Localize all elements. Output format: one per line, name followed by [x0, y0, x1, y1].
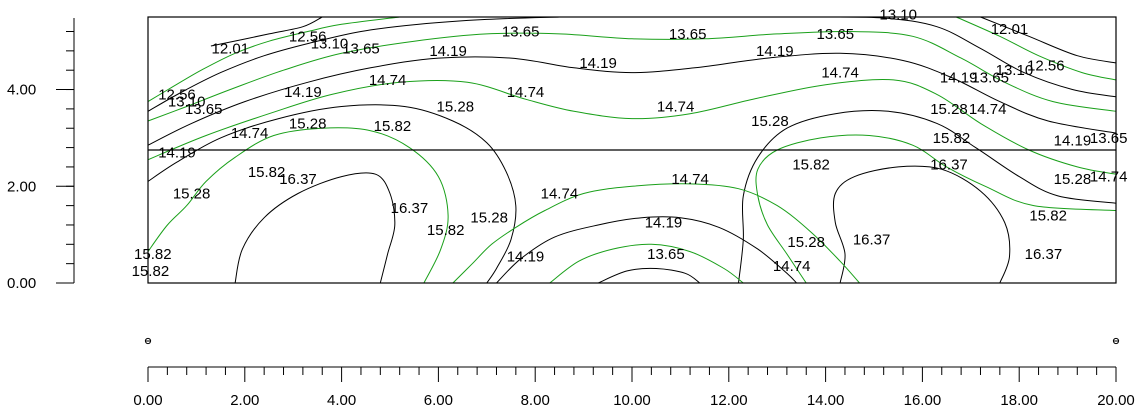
contour-label: 14.19	[507, 248, 545, 265]
contour-line	[496, 216, 797, 284]
contour-lines	[147, 16, 1117, 284]
contour-label: 15.28	[751, 113, 789, 130]
contour-label: 15.82	[134, 246, 172, 263]
x-marker-icon	[144, 337, 152, 345]
contour-label: 15.82	[933, 130, 971, 147]
contour-line	[956, 16, 1117, 81]
contour-label: 14.74	[1090, 169, 1128, 186]
contour-label: 13.65	[1090, 130, 1128, 147]
contour-label: 15.82	[132, 263, 170, 280]
y-tick-label: 2.00	[7, 178, 36, 195]
contour-line	[210, 16, 323, 47]
contour-line	[549, 243, 744, 284]
x-tick-label: 8.00	[521, 392, 550, 409]
contour-line	[815, 16, 1117, 98]
x-tick-label: 20.00	[1097, 392, 1135, 409]
contour-label: 14.74	[507, 84, 545, 101]
contour-label: 16.37	[391, 200, 429, 217]
x-tick-label: 16.00	[904, 392, 942, 409]
contour-label: 13.10	[168, 94, 206, 111]
contour-label: 14.19	[284, 84, 322, 101]
contour-label: 15.28	[930, 101, 968, 118]
x-tick-label: 10.00	[613, 392, 651, 409]
contour-line	[147, 30, 1117, 122]
contour-label: 14.19	[158, 144, 196, 161]
contour-label: 12.56	[158, 86, 196, 103]
contour-label: 16.37	[279, 171, 317, 188]
contour-label: 14.19	[940, 70, 978, 87]
contour-line	[147, 104, 517, 284]
contour-label: 15.82	[248, 164, 286, 181]
x-tick-label: 14.00	[807, 392, 845, 409]
contour-label: 13.65	[817, 26, 855, 43]
contour-label: 14.19	[756, 43, 794, 60]
contour-label: 12.56	[1027, 57, 1065, 74]
contour-label: 14.74	[969, 101, 1007, 118]
contour-label: 15.82	[374, 118, 412, 135]
x-tick-label: 18.00	[1000, 392, 1038, 409]
contour-line	[597, 267, 701, 284]
contour-label: 15.82	[427, 222, 465, 239]
contour-label: 14.74	[541, 186, 579, 203]
contour-label: 14.74	[231, 125, 269, 142]
contour-label: 14.74	[773, 258, 811, 275]
contour-label: 14.19	[429, 43, 467, 60]
contour-label: 15.82	[792, 157, 830, 174]
contour-line	[755, 134, 1117, 284]
contour-label: 15.28	[173, 186, 211, 203]
x-tick-label: 12.00	[710, 392, 748, 409]
contour-line	[147, 127, 449, 284]
contour-label: 15.28	[437, 99, 475, 116]
contour-label: 13.65	[647, 246, 685, 263]
contour-label: 13.10	[311, 36, 349, 53]
contour-label: 13.10	[879, 7, 917, 24]
y-tick-label: 4.00	[7, 82, 36, 99]
contour-line	[147, 16, 400, 103]
contour-label: 13.65	[342, 40, 380, 57]
contour-label: 12.56	[289, 28, 327, 45]
x-tick-label: 6.00	[424, 392, 453, 409]
contour-label: 16.37	[930, 157, 968, 174]
x-axis-markers	[144, 337, 1120, 345]
contour-label: 14.19	[579, 55, 617, 72]
contour-line	[452, 183, 860, 284]
x-tick-label: 4.00	[327, 392, 356, 409]
contour-label: 13.65	[185, 101, 223, 118]
contour-line	[147, 78, 1117, 175]
contour-line	[738, 110, 1117, 284]
y-tick-label: 0.00	[7, 275, 36, 292]
contour-label: 16.37	[1025, 246, 1063, 263]
contour-line	[234, 172, 396, 284]
contour-line	[832, 165, 1011, 284]
contour-label: 14.74	[821, 65, 859, 82]
contour-line	[147, 16, 560, 112]
contour-line	[147, 52, 1117, 146]
contour-label: 14.74	[369, 72, 407, 89]
x-marker-icon	[1112, 337, 1120, 345]
contour-label: 14.74	[671, 171, 709, 188]
contour-label: 14.19	[645, 215, 683, 232]
contour-label: 15.28	[787, 234, 825, 251]
contour-label: 14.19	[1054, 132, 1092, 149]
contour-label: 14.74	[657, 99, 695, 116]
contour-line	[980, 16, 1117, 64]
contour-label: 13.10	[996, 62, 1034, 79]
contour-label: 13.65	[971, 70, 1009, 87]
contour-label: 15.82	[1029, 207, 1067, 224]
x-axis: 0.00 2.00 4.00 6.00 8.00 10.00 12.00 14.00 16.00…	[133, 366, 1135, 409]
y-axis: 0.00 2.00 4.00	[7, 18, 75, 292]
contour-label: 16.37	[853, 232, 891, 249]
contour-label: 15.28	[289, 115, 327, 132]
contour-label: 12.01	[991, 21, 1029, 38]
contour-label: 15.28	[1054, 171, 1092, 188]
x-tick-label: 2.00	[230, 392, 259, 409]
contour-label: 15.28	[470, 210, 508, 227]
contour-label: 13.65	[502, 24, 540, 41]
contour-label: 13.65	[669, 26, 707, 43]
x-tick-label: 0.00	[133, 392, 162, 409]
contour-label: 12.01	[212, 40, 250, 57]
